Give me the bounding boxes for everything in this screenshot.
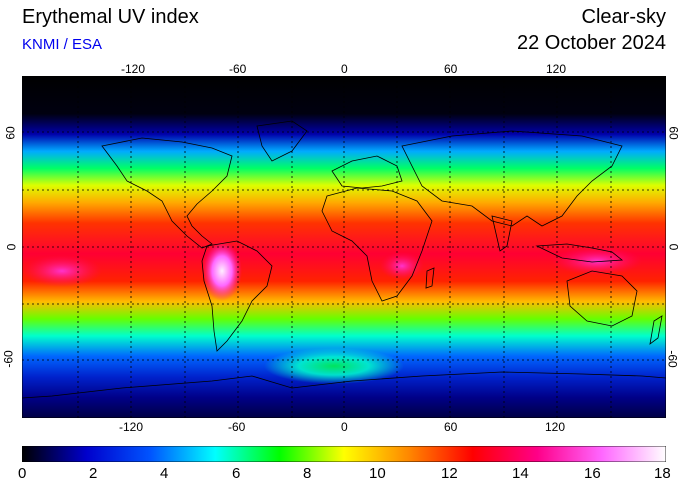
colorbar-label: 0 [18, 465, 27, 482]
sky-condition: Clear-sky [581, 6, 666, 28]
lon-tick-top: 120 [546, 62, 567, 76]
colorbar-label: 6 [232, 465, 241, 482]
colorbar-label: 12 [441, 465, 458, 482]
lon-tick-bottom: 0 [341, 420, 348, 434]
colorbar-label: 16 [584, 465, 601, 482]
lon-tick-bottom: 60 [444, 420, 458, 434]
map-title: Erythemal UV index [22, 6, 199, 28]
colorbar-label: 10 [369, 465, 386, 482]
colorbar-label: 8 [303, 465, 312, 482]
lat-tick-left: 0 [4, 243, 19, 251]
lon-tick-bottom: -60 [228, 420, 246, 434]
lon-tick-bottom: -120 [119, 420, 144, 434]
colorbar-label: 18 [654, 465, 671, 482]
lon-tick-bottom: 120 [545, 420, 566, 434]
lat-tick-right: 60 [666, 126, 681, 140]
colorbar-label: 14 [512, 465, 529, 482]
lon-tick-top: -120 [121, 62, 146, 76]
colorbar-label: 4 [160, 465, 169, 482]
lon-tick-top: -60 [229, 62, 247, 76]
credit-link[interactable]: KNMI / ESA [22, 36, 103, 53]
lat-tick-right: 0 [666, 243, 681, 251]
lon-tick-top: 60 [444, 62, 458, 76]
uv-colorbar [22, 446, 666, 462]
lat-tick-right: -60 [665, 350, 680, 368]
lat-tick-left: 60 [3, 126, 18, 140]
lat-tick-left: -60 [1, 350, 16, 368]
colorbar-label: 2 [89, 465, 98, 482]
uv-index-map [22, 76, 666, 418]
map-date: 22 October 2024 [517, 32, 666, 54]
lon-tick-top: 0 [341, 62, 348, 76]
